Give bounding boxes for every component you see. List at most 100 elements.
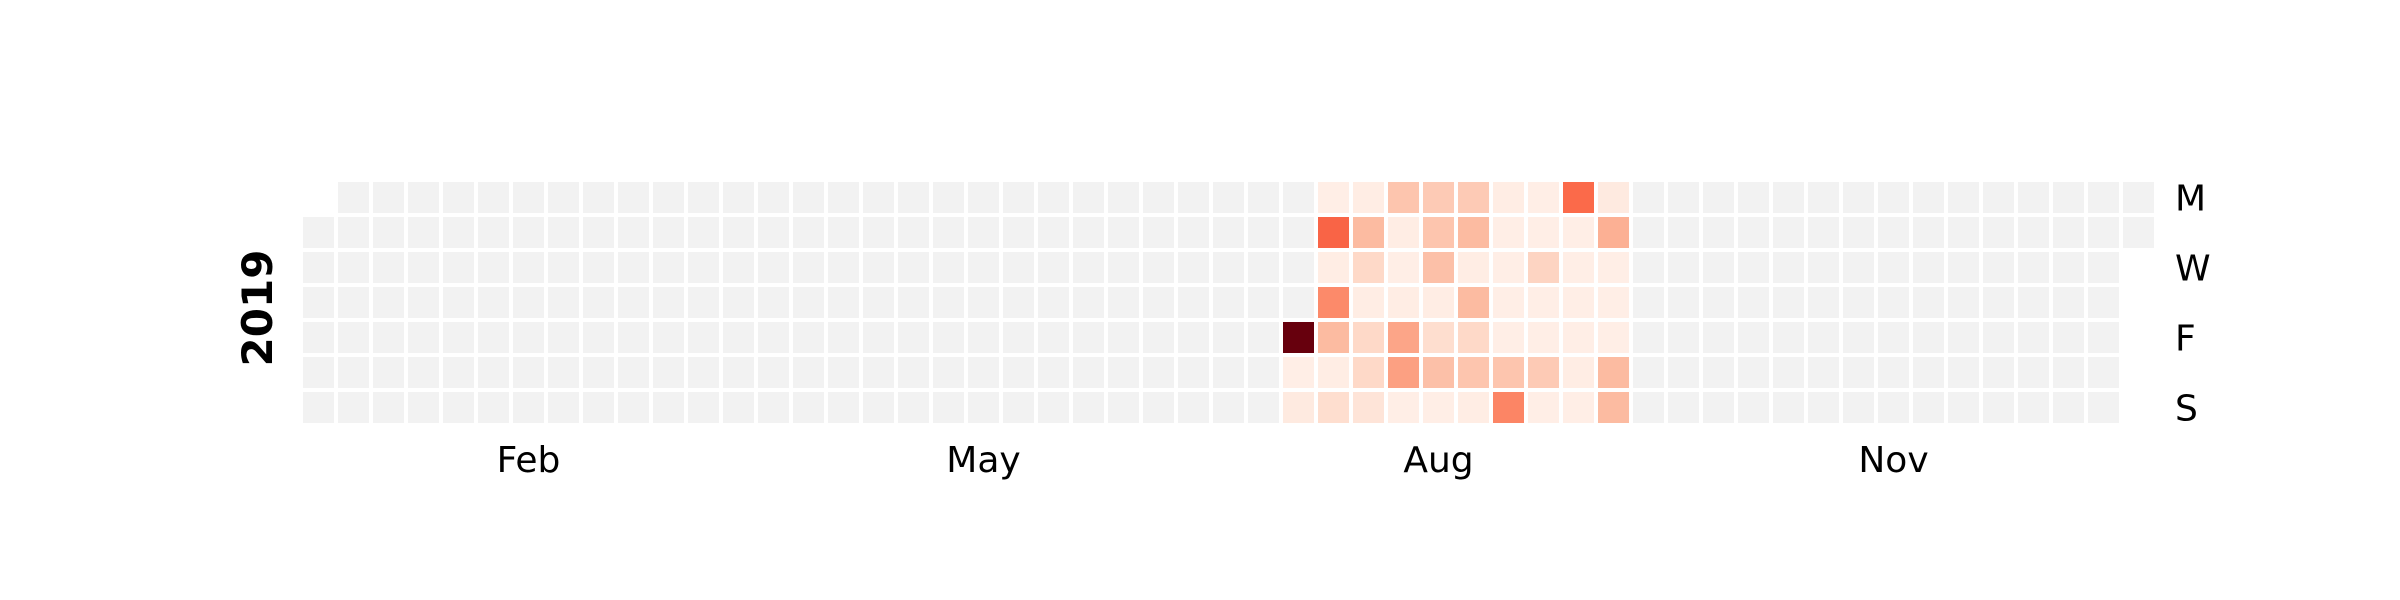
heatmap-cell-2019-12-09	[2018, 182, 2049, 213]
heatmap-cell-2019-03-15	[653, 322, 684, 353]
heatmap-cell-2019-12-31	[2123, 217, 2154, 248]
heatmap-cell-2019-03-07	[618, 287, 649, 318]
heatmap-cell-2019-12-15	[2018, 392, 2049, 423]
heatmap-cell-2019-01-23	[408, 252, 439, 283]
heatmap-cell-2019-07-14	[1248, 392, 1279, 423]
heatmap-cell-2019-07-10	[1248, 252, 1279, 283]
heatmap-cell-2019-03-21	[688, 287, 719, 318]
heatmap-cell-2019-12-10	[2018, 217, 2049, 248]
heatmap-cell-2019-09-25	[1633, 252, 1664, 283]
heatmap-cell-2019-02-12	[513, 217, 544, 248]
heatmap-cell-2019-06-06	[1073, 287, 1104, 318]
heatmap-cell-2019-02-02	[443, 357, 474, 388]
heatmap-cell-2019-11-27	[1948, 252, 1979, 283]
heatmap-cell-2019-01-06	[303, 392, 334, 423]
heatmap-cell-2019-01-05	[303, 357, 334, 388]
heatmap-cell-2019-03-09	[618, 357, 649, 388]
heatmap-cell-2019-09-22	[1598, 392, 1629, 423]
heatmap-cell-2019-05-10	[933, 322, 964, 353]
heatmap-cell-2019-01-21	[408, 182, 439, 213]
heatmap-cell-2019-10-17	[1738, 287, 1769, 318]
heatmap-cell-2019-03-29	[723, 322, 754, 353]
heatmap-cell-2019-04-19	[828, 322, 859, 353]
heatmap-cell-2019-04-10	[793, 252, 824, 283]
heatmap-cell-2019-10-03	[1668, 287, 1699, 318]
heatmap-cell-2019-04-27	[863, 357, 894, 388]
heatmap-cell-2019-07-11	[1248, 287, 1279, 318]
heatmap-cell-2019-09-07	[1528, 357, 1559, 388]
heatmap-cell-2019-06-08	[1073, 357, 1104, 388]
heatmap-cell-2019-03-27	[723, 252, 754, 283]
heatmap-cell-2019-05-16	[968, 287, 999, 318]
heatmap-cell-2019-10-28	[1808, 182, 1839, 213]
month-label-nov: Nov	[1858, 440, 1928, 481]
heatmap-cell-2019-10-12	[1703, 357, 1734, 388]
heatmap-cell-2019-06-22	[1143, 357, 1174, 388]
heatmap-cell-2019-10-08	[1703, 217, 1734, 248]
heatmap-cell-2019-02-07	[478, 287, 509, 318]
heatmap-cell-2019-09-14	[1563, 357, 1594, 388]
heatmap-cell-2019-12-08	[1983, 392, 2014, 423]
heatmap-cell-2019-10-18	[1738, 322, 1769, 353]
heatmap-cell-2019-09-23	[1633, 182, 1664, 213]
heatmap-cell-2019-02-09	[478, 357, 509, 388]
heatmap-cell-2019-02-23	[548, 357, 579, 388]
heatmap-cell-2019-07-28	[1318, 392, 1349, 423]
heatmap-cell-2019-10-16	[1738, 252, 1769, 283]
heatmap-cell-2019-06-14	[1108, 322, 1139, 353]
heatmap-cell-2019-08-17	[1423, 357, 1454, 388]
heatmap-cell-2019-05-22	[1003, 252, 1034, 283]
heatmap-cell-2019-02-20	[548, 252, 579, 283]
heatmap-cell-2019-03-16	[653, 357, 684, 388]
heatmap-cell-2019-06-04	[1073, 217, 1104, 248]
heatmap-cell-2019-11-12	[1878, 217, 1909, 248]
heatmap-cell-2019-07-23	[1318, 217, 1349, 248]
heatmap-cell-2019-11-22	[1913, 322, 1944, 353]
heatmap-cell-2019-04-25	[863, 287, 894, 318]
heatmap-cell-2019-09-15	[1563, 392, 1594, 423]
heatmap-cell-2019-11-18	[1913, 182, 1944, 213]
heatmap-cell-2019-08-30	[1493, 322, 1524, 353]
heatmap-cell-2019-09-02	[1528, 182, 1559, 213]
heatmap-cell-2019-10-22	[1773, 217, 1804, 248]
heatmap-cell-2019-01-07	[338, 182, 369, 213]
heatmap-cell-2019-09-11	[1563, 252, 1594, 283]
heatmap-cell-2019-11-25	[1948, 182, 1979, 213]
heatmap-cell-2019-05-05	[898, 392, 929, 423]
heatmap-cell-2019-12-13	[2018, 322, 2049, 353]
heatmap-cell-2019-05-28	[1038, 217, 1069, 248]
heatmap-cell-2019-01-11	[338, 322, 369, 353]
heatmap-cell-2019-02-19	[548, 217, 579, 248]
heatmap-cells	[303, 182, 2154, 423]
heatmap-cell-2019-05-26	[1003, 392, 1034, 423]
heatmap-cell-2019-05-18	[968, 357, 999, 388]
heatmap-cell-2019-07-20	[1283, 357, 1314, 388]
heatmap-cell-2019-08-15	[1423, 287, 1454, 318]
heatmap-cell-2019-12-03	[1983, 217, 2014, 248]
heatmap-cell-2019-11-09	[1843, 357, 1874, 388]
heatmap-cell-2019-01-25	[408, 322, 439, 353]
heatmap-cell-2019-07-22	[1318, 182, 1349, 213]
heatmap-cell-2019-08-16	[1423, 322, 1454, 353]
heatmap-cell-2019-03-23	[688, 357, 719, 388]
heatmap-cell-2019-01-14	[373, 182, 404, 213]
heatmap-cell-2019-05-08	[933, 252, 964, 283]
heatmap-cell-2019-08-09	[1388, 322, 1419, 353]
heatmap-cell-2019-10-14	[1738, 182, 1769, 213]
heatmap-cell-2019-03-10	[618, 392, 649, 423]
heatmap-cell-2019-05-29	[1038, 252, 1069, 283]
heatmap-cell-2019-06-26	[1178, 252, 1209, 283]
heatmap-cell-2019-05-20	[1003, 182, 1034, 213]
heatmap-cell-2019-06-02	[1038, 392, 1069, 423]
day-label-0: M	[2175, 179, 2206, 220]
heatmap-cell-2019-08-31	[1493, 357, 1524, 388]
heatmap-cell-2019-11-17	[1878, 392, 1909, 423]
heatmap-cell-2019-04-28	[863, 392, 894, 423]
heatmap-cell-2019-02-05	[478, 217, 509, 248]
heatmap-cell-2019-11-26	[1948, 217, 1979, 248]
month-label-feb: Feb	[497, 440, 561, 481]
heatmap-cell-2019-08-04	[1353, 392, 1384, 423]
heatmap-cell-2019-01-13	[338, 392, 369, 423]
heatmap-cell-2019-10-15	[1738, 217, 1769, 248]
